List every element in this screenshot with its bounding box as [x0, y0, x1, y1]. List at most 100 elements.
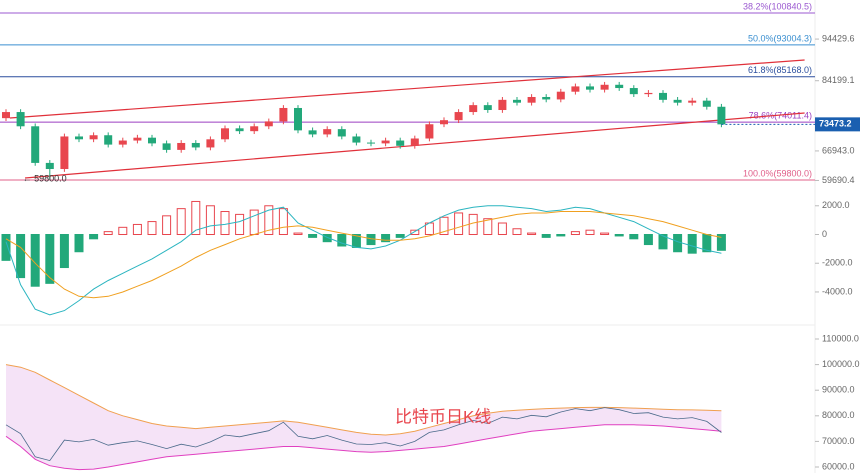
candle-body	[323, 129, 332, 135]
y-tick-label: 60000.0	[822, 461, 855, 471]
candle-body	[221, 128, 229, 140]
macd-bar	[45, 234, 55, 284]
macd-bar	[614, 234, 624, 237]
macd-bar	[483, 218, 493, 236]
candle-body	[600, 84, 609, 90]
macd-bar	[643, 234, 653, 246]
candle-body	[177, 142, 186, 150]
macd-bar	[716, 234, 726, 251]
macd-bar	[308, 234, 318, 238]
candle-body	[45, 162, 54, 170]
macd-bar	[30, 234, 40, 287]
candle-body	[673, 99, 682, 103]
macd-bar	[658, 234, 668, 250]
candle-body	[294, 107, 302, 131]
candle-body	[440, 120, 448, 125]
candle-body	[191, 142, 200, 148]
y-tick-label: 84199.1	[822, 75, 855, 85]
y-tick-label: 0	[822, 229, 827, 239]
candle-body	[556, 91, 565, 100]
macd-bar	[162, 215, 172, 236]
candle-body	[206, 139, 215, 148]
macd-bar	[103, 231, 113, 236]
candle-body	[527, 96, 536, 103]
macd-bar	[454, 212, 464, 236]
macd-bar	[687, 234, 697, 254]
candle-body	[118, 140, 127, 145]
fib-label: 38.2%(100840.5)	[743, 1, 812, 11]
dea-line	[5, 211, 722, 299]
macd-bar	[278, 208, 288, 236]
candle-body	[717, 106, 726, 125]
macd-bar	[16, 234, 26, 279]
upper-band	[5, 364, 722, 436]
candle-body	[659, 92, 667, 100]
macd-bar	[118, 226, 128, 236]
y-tick-label: 110000.0	[822, 333, 859, 343]
candle-body	[688, 100, 697, 103]
candle-body	[410, 138, 419, 146]
candle-body	[702, 100, 711, 107]
candle-body	[16, 112, 25, 127]
macd-bar	[497, 222, 507, 236]
trendline	[9, 59, 805, 119]
candle-body	[469, 105, 478, 113]
candle-body	[162, 143, 171, 150]
candle-body	[250, 126, 259, 132]
last-price-label: 73473.2	[819, 119, 852, 129]
macd-bar	[585, 229, 595, 236]
macd-bar	[556, 234, 566, 237]
macd-bar	[293, 232, 303, 236]
last-price-box	[815, 117, 860, 132]
macd-bar	[89, 234, 99, 240]
lower-band	[5, 424, 722, 471]
macd-bar	[337, 234, 347, 247]
macd-bar	[468, 213, 478, 236]
candle-body	[542, 96, 551, 100]
macd-bar	[512, 228, 522, 236]
y-tick-label: 66943.0	[822, 145, 855, 155]
candle-body	[629, 88, 638, 95]
candle-body	[586, 86, 594, 90]
candle-body	[483, 105, 492, 111]
candle-body	[89, 135, 98, 140]
candle-body	[513, 99, 521, 103]
macd-bar	[191, 200, 201, 236]
candle-body	[60, 136, 69, 170]
macd-bar	[673, 234, 683, 253]
candle-body	[235, 128, 244, 132]
y-tick-label: 94429.6	[822, 33, 855, 43]
candle-body	[454, 112, 463, 121]
macd-bar	[205, 205, 215, 236]
macd-bar	[132, 223, 142, 236]
macd-bar	[541, 234, 551, 238]
macd-bar	[410, 229, 420, 236]
low-marker: ← 59800.0	[23, 173, 67, 183]
candle-body	[396, 140, 405, 146]
y-tick-label: 80000.0	[822, 410, 855, 420]
macd-bar	[249, 209, 259, 236]
candle-body	[381, 140, 390, 144]
candle-body	[31, 126, 40, 163]
candle-body	[644, 92, 653, 95]
macd-bar	[235, 213, 245, 236]
macd-bar	[176, 208, 186, 236]
candle-body	[425, 124, 434, 139]
macd-bar	[1, 234, 11, 261]
candle-body	[615, 84, 624, 89]
band-fill	[6, 364, 722, 470]
candle-body	[75, 136, 83, 140]
macd-bar	[527, 232, 537, 236]
y-tick-label: 90000.0	[822, 385, 855, 395]
price-line	[5, 407, 722, 462]
candle-body	[308, 130, 317, 135]
fib-label: 61.8%(85168.0)	[748, 65, 812, 75]
macd-bar	[629, 234, 639, 240]
y-tick-label: 70000.0	[822, 436, 855, 446]
macd-bar	[264, 205, 274, 236]
macd-bar	[59, 234, 69, 269]
fib-label: 100.0%(59800.0)	[743, 168, 812, 178]
candle-body	[367, 142, 375, 144]
candle-body	[352, 136, 361, 143]
